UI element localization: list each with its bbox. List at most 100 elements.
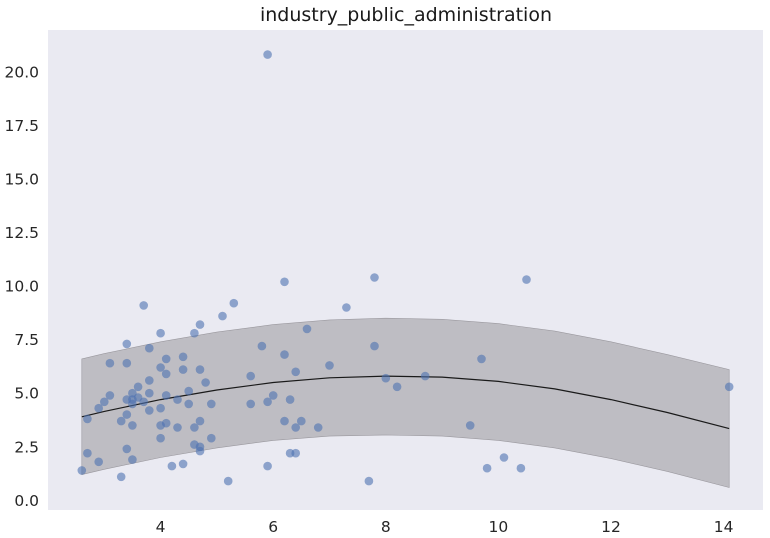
data-point (173, 423, 182, 432)
data-point (263, 397, 272, 407)
data-point (257, 341, 267, 351)
data-point (724, 382, 734, 392)
data-point (161, 369, 171, 379)
data-point (190, 423, 199, 432)
data-point (229, 298, 239, 308)
data-point (190, 328, 199, 338)
confidence-band-layer (81, 317, 730, 488)
data-point (167, 461, 177, 471)
data-point (105, 391, 115, 400)
data-point (370, 341, 379, 351)
x-tick-label: 14 (714, 518, 734, 536)
data-point (477, 354, 486, 364)
y-tick-label: 7.5 (14, 331, 39, 349)
data-point (105, 358, 115, 368)
data-point (280, 350, 289, 359)
data-point (173, 395, 182, 404)
data-point (342, 303, 351, 312)
data-point (201, 378, 210, 387)
data-point (116, 472, 126, 482)
data-point (100, 397, 109, 407)
data-point (280, 416, 289, 426)
data-point (133, 382, 143, 392)
data-point (128, 455, 137, 464)
data-point (161, 354, 171, 364)
data-point (139, 397, 148, 407)
data-point (392, 382, 402, 392)
data-point (184, 386, 193, 396)
data-point (94, 457, 103, 467)
y-tick-label: 15.0 (4, 170, 39, 188)
data-point (263, 50, 272, 59)
data-point (139, 301, 148, 310)
data-point (297, 416, 306, 426)
data-point (145, 388, 154, 398)
data-point (420, 371, 430, 381)
data-point (218, 311, 227, 321)
data-point (94, 403, 103, 413)
data-point (122, 358, 132, 368)
data-point (302, 324, 312, 334)
data-point (122, 410, 132, 419)
data-point (156, 403, 165, 413)
data-point (184, 399, 193, 409)
confidence-band (81, 317, 730, 488)
data-point (263, 461, 272, 471)
data-point (207, 399, 216, 409)
x-axis: 4 6 8 10 12 14 (156, 518, 734, 536)
data-point (161, 418, 171, 428)
y-tick-label: 12.5 (4, 224, 39, 242)
x-tick-label: 8 (381, 518, 391, 536)
data-point (178, 459, 188, 469)
y-tick-label: 10.0 (4, 278, 39, 296)
data-point (291, 423, 301, 432)
data-point (246, 371, 255, 381)
data-point (522, 275, 531, 284)
data-point (161, 391, 171, 400)
x-tick-label: 4 (156, 518, 166, 536)
data-point (77, 466, 87, 475)
data-point (482, 463, 492, 473)
y-tick-label: 2.5 (14, 438, 39, 456)
data-point (195, 446, 205, 456)
data-point (516, 463, 526, 473)
data-point (207, 433, 216, 443)
data-point (499, 453, 509, 462)
data-point (370, 273, 379, 282)
data-point (83, 448, 92, 458)
data-point (313, 423, 323, 432)
data-point (122, 339, 132, 349)
x-tick-label: 12 (601, 518, 621, 536)
data-point (381, 373, 391, 383)
data-point (280, 277, 289, 287)
data-point (195, 365, 205, 374)
data-point (195, 320, 205, 329)
data-point (128, 399, 137, 409)
data-point (83, 414, 92, 424)
data-point (246, 399, 255, 409)
y-tick-label: 20.0 (4, 63, 39, 81)
data-point (145, 343, 154, 353)
data-point (145, 406, 154, 415)
data-point (268, 391, 278, 400)
data-point (291, 448, 301, 458)
data-point (122, 444, 132, 454)
data-point (128, 421, 137, 430)
data-point (291, 367, 301, 377)
chart-title: industry_public_administration (260, 4, 552, 26)
data-point (223, 476, 233, 486)
data-point (465, 421, 475, 430)
x-tick-label: 10 (489, 518, 509, 536)
data-point (178, 365, 188, 374)
data-point (325, 361, 334, 370)
y-tick-label: 5.0 (14, 385, 39, 403)
data-point (116, 416, 126, 426)
data-point (364, 476, 374, 486)
data-point (145, 376, 154, 385)
data-point (156, 433, 165, 443)
points-layer (77, 50, 734, 486)
data-point (156, 328, 165, 338)
y-tick-label: 17.5 (4, 117, 39, 135)
data-point (156, 363, 165, 372)
